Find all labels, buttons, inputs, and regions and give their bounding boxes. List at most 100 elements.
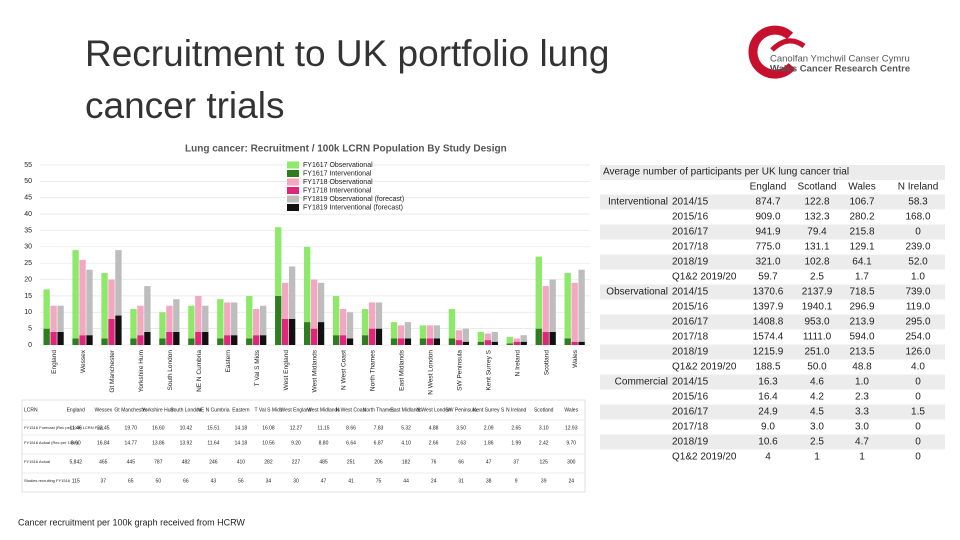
table-cell: 1: [814, 452, 820, 463]
mini-table-cell: 19.70: [125, 425, 138, 431]
year-label: 2018/19: [672, 347, 709, 358]
bar: [159, 338, 166, 345]
mini-table-header: Eastern: [232, 407, 249, 413]
table-cell: 4.2: [810, 392, 824, 403]
mini-table-header: Yorkshire Hum: [142, 407, 175, 413]
bar: [288, 266, 296, 319]
mini-table-header: North Thames: [363, 407, 395, 413]
mini-table-cell: 5.32: [401, 425, 411, 431]
table-cell: 4.0: [911, 362, 925, 373]
x-tick-label: Scotland: [543, 350, 550, 376]
mini-table-cell: 16.08: [262, 425, 275, 431]
bar: [137, 335, 144, 345]
bar: [188, 305, 195, 339]
bar: [397, 338, 405, 345]
bar: [246, 295, 253, 339]
table-cell: 24.9: [758, 407, 778, 418]
table-cell: 2.3: [855, 392, 869, 403]
mini-table-cell: 37: [513, 459, 519, 465]
mini-table-header: SW Peninsula: [445, 407, 477, 413]
bar: [455, 330, 463, 341]
mini-table-cell: 9.20: [291, 440, 301, 446]
mini-table-cell: 9.70: [566, 440, 576, 446]
table-cell: 64.1: [852, 257, 872, 268]
bar: [310, 328, 318, 345]
bar: [455, 340, 463, 345]
table-cell: 0: [915, 227, 921, 238]
mini-table-cell: 300: [567, 459, 576, 465]
mini-table-header: Kent Surrey S: [473, 407, 505, 413]
table-cell: 79.4: [807, 227, 827, 238]
table-cell: 168.0: [905, 212, 930, 223]
legend-swatch: [287, 204, 299, 211]
year-label: 2018/19: [672, 437, 709, 448]
mini-table-cell: 43: [211, 478, 217, 484]
bar: [115, 315, 122, 345]
y-tick-label: 45: [24, 195, 32, 202]
mini-table-cell: 465: [99, 459, 108, 465]
bar: [542, 286, 549, 332]
bar: [375, 302, 383, 329]
x-tick-label: N West Coast: [341, 350, 348, 390]
x-tick-label: Gt Manchester: [109, 349, 116, 392]
year-label: 2014/15: [672, 287, 709, 298]
y-tick-label: 25: [24, 260, 32, 267]
legend-swatch: [287, 178, 299, 186]
bar: [506, 336, 513, 344]
table-cell: 909.0: [755, 212, 780, 223]
table-cell: 739.0: [905, 287, 930, 298]
bar: [404, 338, 412, 345]
mini-table-cell: 251: [347, 459, 356, 465]
bar: [202, 331, 209, 345]
mini-table-cell: 14.18: [235, 440, 248, 446]
table-cell: 1.5: [911, 407, 925, 418]
mini-table-header: N West London: [416, 407, 451, 413]
year-label: 2017/18: [672, 332, 709, 343]
bar: [513, 338, 520, 342]
mini-table-cell: 75: [376, 478, 382, 484]
table-cell: 102.8: [804, 257, 829, 268]
bar: [144, 331, 151, 345]
x-tick-label: East Midlands: [399, 349, 406, 391]
table-cell: 0: [915, 422, 921, 433]
bar: [317, 282, 325, 323]
mini-table-header: England: [67, 407, 86, 413]
logo-swirl: [770, 38, 806, 52]
bar: [50, 331, 57, 345]
x-tick-label: England: [51, 350, 58, 374]
table-band: [600, 224, 945, 240]
bar: [513, 341, 520, 345]
mini-table-cell: 2.42: [539, 440, 549, 446]
year-label: 2015/16: [672, 392, 709, 403]
mini-table-cell: 11.15: [317, 425, 329, 431]
year-label: 2017/18: [672, 242, 709, 253]
bar: [57, 331, 64, 345]
bar: [130, 338, 137, 345]
mini-table-cell: 15.51: [207, 425, 220, 431]
mini-table-cell: 206: [374, 459, 383, 465]
y-tick-label: 0: [28, 342, 32, 349]
bar: [390, 322, 398, 339]
slide-title: Recruitment to UK portfolio lung cancer …: [85, 33, 610, 126]
bar: [390, 338, 398, 345]
table-band: [600, 284, 945, 300]
mini-table-header: NE N Cumbria: [197, 407, 229, 413]
column-header: Scotland: [798, 182, 837, 193]
legend-swatch: [287, 170, 299, 177]
mini-table-cell: 485: [319, 459, 328, 465]
logo-text: Wales Cancer Research Centre: [770, 64, 910, 75]
mini-table-cell: 125: [540, 459, 549, 465]
table-cell: 1215.9: [753, 347, 784, 358]
table-cell: 3.3: [855, 407, 869, 418]
table-cell: 215.8: [849, 227, 874, 238]
mini-table-cell: 44: [403, 478, 409, 484]
table-cell: 4: [765, 452, 771, 463]
table-cell: 132.3: [804, 212, 829, 223]
bar: [159, 312, 166, 339]
table-cell: 0: [915, 452, 921, 463]
table-band: [600, 194, 945, 210]
bar: [282, 282, 289, 319]
table-cell: 50.0: [807, 362, 827, 373]
bar: [506, 343, 513, 345]
legend-label: FY1617 Interventional: [303, 170, 372, 177]
